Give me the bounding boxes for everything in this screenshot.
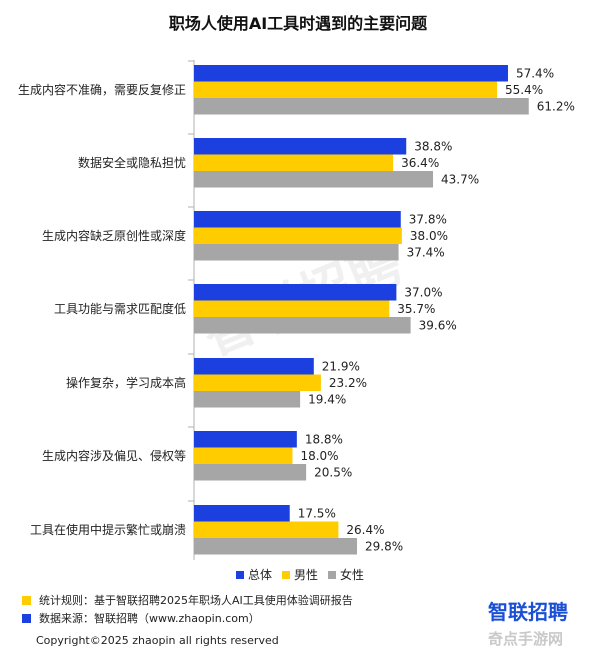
data-label-total: 37.0% [404, 285, 442, 299]
bar-total [194, 358, 314, 375]
bar-total [194, 211, 401, 228]
chart-title: 职场人使用AI工具时遇到的主要问题 [168, 14, 428, 33]
data-label-male: 26.4% [346, 523, 384, 537]
category-label: 生成内容缺乏原创性或深度 [42, 228, 186, 243]
bar-female [194, 538, 358, 555]
bar-total [194, 65, 508, 82]
data-label-male: 55.4% [505, 83, 543, 97]
bar-male [194, 374, 321, 391]
data-label-female: 39.6% [419, 318, 457, 332]
data-label-male: 36.4% [401, 156, 439, 170]
bar-male [194, 81, 498, 98]
data-label-female: 19.4% [308, 392, 346, 406]
legend-label-male: 男性 [294, 568, 319, 582]
legend: 总体 男性 女性 [236, 566, 364, 583]
data-label-female: 43.7% [441, 172, 479, 186]
bar-male [194, 447, 293, 464]
bar-female [194, 391, 301, 408]
category-label: 生成内容不准确，需要反复修正 [18, 82, 186, 97]
legend-swatch-male [282, 570, 291, 579]
bar-chart: 生成内容不准确，需要反复修正 57.4% 55.4% 61.2% 数据安全或隐私担忧 38… [18, 60, 575, 560]
bar-total [194, 138, 407, 155]
legend-item-male: 男性 [282, 566, 318, 583]
data-label-total: 21.9% [322, 359, 360, 373]
data-label-total: 38.8% [414, 139, 452, 153]
data-label-female: 29.8% [365, 539, 403, 553]
bar-male [194, 300, 390, 317]
data-label-total: 18.8% [305, 432, 343, 446]
notes: 统计规则：基于智联招聘2025年职场人AI工具使用体验调研报告 数据来源：智联招… [22, 591, 353, 627]
note-rule: 统计规则：基于智联招聘2025年职场人AI工具使用体验调研报告 [22, 591, 353, 609]
data-label-total: 57.4% [516, 66, 554, 80]
category-label: 操作复杂，学习成本高 [66, 375, 186, 390]
data-label-male: 23.2% [329, 376, 367, 390]
legend-label-total: 总体 [248, 568, 273, 582]
note-source-marker [22, 613, 31, 623]
note-source: 数据来源：智联招聘（www.zhaopin.com） [22, 609, 353, 627]
legend-swatch-total [236, 570, 244, 579]
bar-female [194, 464, 307, 481]
bar-female [194, 317, 411, 334]
copyright: Copyright©2025 zhaopin all rights reserv… [36, 634, 279, 647]
data-label-female: 61.2% [537, 99, 575, 113]
data-label-male: 35.7% [397, 302, 435, 316]
note-rule-text: 统计规则：基于智联招聘2025年职场人AI工具使用体验调研报告 [39, 594, 353, 607]
bar-male [194, 227, 402, 244]
bar-total [194, 284, 397, 301]
data-label-male: 38.0% [410, 229, 448, 243]
legend-swatch-female [328, 570, 337, 579]
category-label: 生成内容涉及偏见、侵权等 [42, 448, 186, 463]
data-label-total: 17.5% [298, 506, 336, 520]
bar-female [194, 98, 529, 115]
data-label-female: 20.5% [314, 465, 352, 479]
bar-male [194, 154, 394, 171]
legend-item-total: 总体 [236, 566, 272, 583]
category-label: 工具功能与需求匹配度低 [54, 301, 186, 316]
site-watermark: 奇点手游网 [488, 630, 564, 648]
bar-male [194, 521, 339, 538]
bar-female [194, 244, 399, 261]
bar-total [194, 505, 290, 522]
legend-item-female: 女性 [328, 566, 364, 583]
data-label-female: 37.4% [407, 245, 445, 259]
category-label: 工具在使用中提示繁忙或崩溃 [30, 522, 186, 537]
data-label-male: 18.0% [300, 449, 338, 463]
data-label-total: 37.8% [409, 212, 447, 226]
bar-female [194, 171, 434, 188]
bar-total [194, 431, 297, 448]
note-source-text: 数据来源：智联招聘（www.zhaopin.com） [39, 612, 260, 625]
category-label: 数据安全或隐私担忧 [78, 155, 186, 170]
brand-logo: 智联招聘 [488, 600, 568, 624]
legend-label-female: 女性 [340, 568, 365, 582]
note-rule-marker [22, 595, 31, 605]
